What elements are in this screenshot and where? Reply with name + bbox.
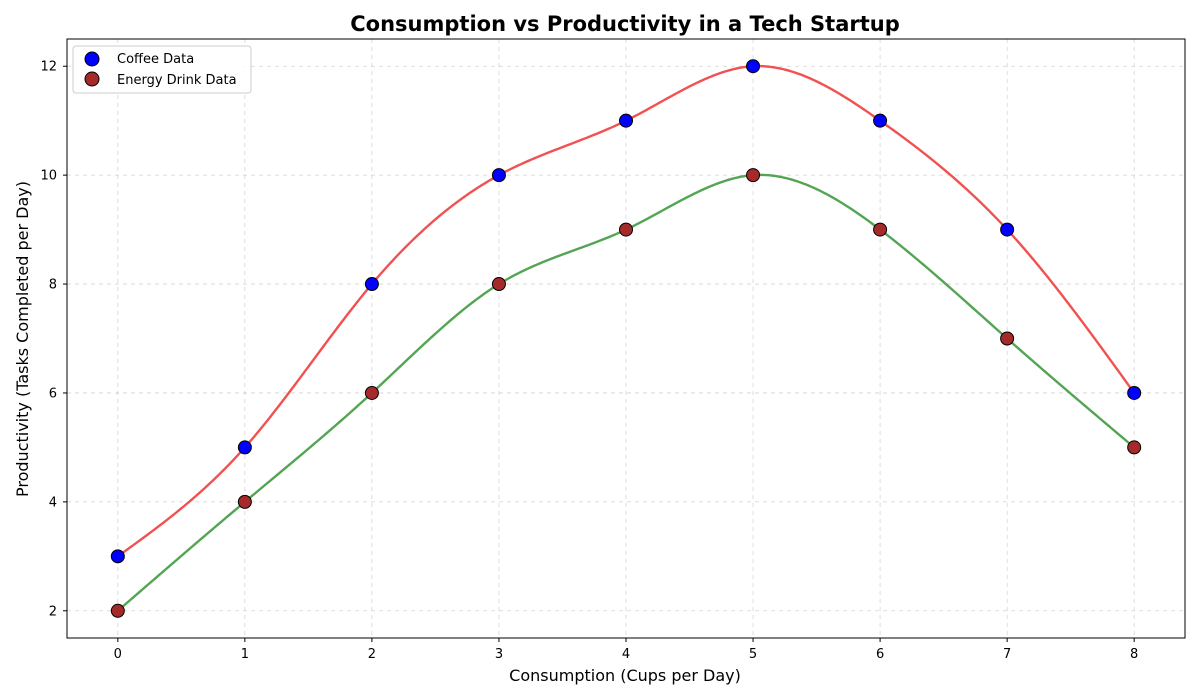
x-tick-label: 7	[1003, 647, 1011, 662]
chart-title: Consumption vs Productivity in a Tech St…	[350, 12, 900, 36]
y-tick-label: 2	[49, 604, 57, 619]
x-tick-label: 1	[241, 647, 249, 662]
coffee-data-point	[1000, 222, 1015, 237]
energy-drink-data-point	[619, 222, 633, 237]
energy-drink-data-point	[491, 277, 506, 292]
legend-label-coffee: Coffee Data	[117, 52, 194, 67]
coffee-data-point	[110, 549, 125, 564]
coffee-data-point	[1127, 385, 1142, 400]
coffee-data-point	[746, 59, 761, 74]
energy-drink-data-point	[873, 222, 888, 237]
energy-drink-data-point	[110, 603, 125, 618]
y-tick-label: 12	[40, 60, 57, 75]
y-tick-label: 8	[49, 278, 57, 293]
legend-marker-coffee	[84, 51, 100, 67]
energy-drink-data-point	[237, 494, 252, 509]
x-tick-label: 0	[114, 647, 122, 662]
x-tick-label: 4	[622, 647, 630, 662]
energy-drink-data-point	[746, 168, 761, 183]
y-axis-label: Productivity (Tasks Completed per Day)	[13, 181, 32, 497]
data-points	[110, 59, 1142, 618]
energy-drink-data-point	[1127, 440, 1142, 455]
legend-marker-energy-drink	[84, 71, 100, 87]
coffee-data-point	[491, 168, 506, 183]
legend-box	[72, 45, 252, 94]
x-tick-label: 8	[1130, 647, 1138, 662]
coffee-data-point	[237, 440, 252, 455]
energy-drink-data-point	[1000, 331, 1015, 346]
legend-label-energy-drink: Energy Drink Data	[117, 73, 237, 88]
grid	[67, 39, 1185, 638]
x-tick-label: 6	[876, 647, 884, 662]
coffee-data-point	[364, 277, 379, 292]
y-tick-label: 6	[49, 386, 57, 401]
x-axis-label: Consumption (Cups per Day)	[509, 666, 741, 685]
coffee-data-point	[619, 113, 633, 128]
x-tick-label: 3	[495, 647, 503, 662]
x-tick-label: 2	[368, 647, 376, 662]
coffee-data-point	[873, 113, 888, 128]
x-tick-label: 5	[749, 647, 757, 662]
y-tick-label: 10	[40, 169, 57, 184]
energy-drink-data-point	[364, 385, 379, 400]
legend: Coffee Data Energy Drink Data	[72, 45, 252, 94]
y-tick-label: 4	[49, 495, 57, 510]
